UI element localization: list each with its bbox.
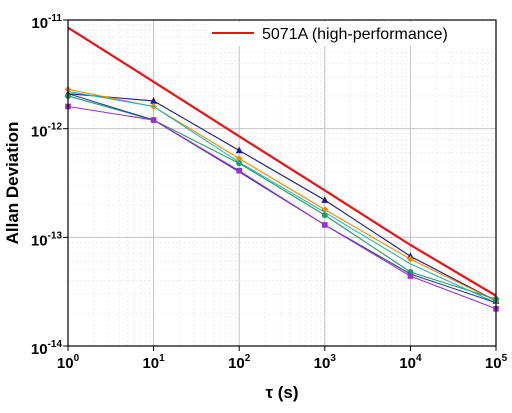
y-tick-label: 10-11 <box>31 13 62 32</box>
measured-series <box>64 85 500 305</box>
x-tick-label: 101 <box>142 353 165 372</box>
x-tick-label: 104 <box>399 353 422 372</box>
legend: 5071A (high-performance) <box>206 22 494 46</box>
series-line <box>67 105 497 310</box>
x-tick-label: 105 <box>485 353 508 372</box>
y-tick-label: 10-13 <box>31 230 63 249</box>
data-point-square <box>236 167 242 174</box>
x-tick-label: 103 <box>314 353 337 372</box>
data-point-diamond <box>407 255 414 263</box>
series-line <box>67 88 497 302</box>
measured-series <box>67 90 497 304</box>
data-point-triangle <box>150 96 157 104</box>
x-tick-label: 102 <box>228 353 251 372</box>
data-point-square <box>407 273 414 279</box>
y-tick-label: 10-12 <box>31 122 63 141</box>
data-point-square <box>322 222 328 228</box>
x-axis-title: τ (s) <box>265 383 298 402</box>
series-line <box>67 90 497 304</box>
data-point-triangle <box>407 252 414 260</box>
data-point-square <box>150 117 157 123</box>
legend-label: 5071A (high-performance) <box>262 26 448 43</box>
series-layer <box>64 26 500 312</box>
data-point-diamond <box>235 155 243 163</box>
measured-series <box>64 89 500 304</box>
plot-frame <box>67 19 497 347</box>
series-line <box>67 93 497 302</box>
y-tick-label: 10-14 <box>31 339 63 358</box>
series-line <box>67 26 497 297</box>
reference-series <box>67 26 497 297</box>
data-point-triangle <box>235 146 243 154</box>
x-tick-label: 100 <box>57 353 80 372</box>
data-point-triangle <box>321 196 329 203</box>
y-axis-title: Allan Deviation <box>3 122 22 245</box>
axis-ticks: 100 101 102 103 104 105 10-11 10-12 10-13 10-14 <box>31 13 508 372</box>
